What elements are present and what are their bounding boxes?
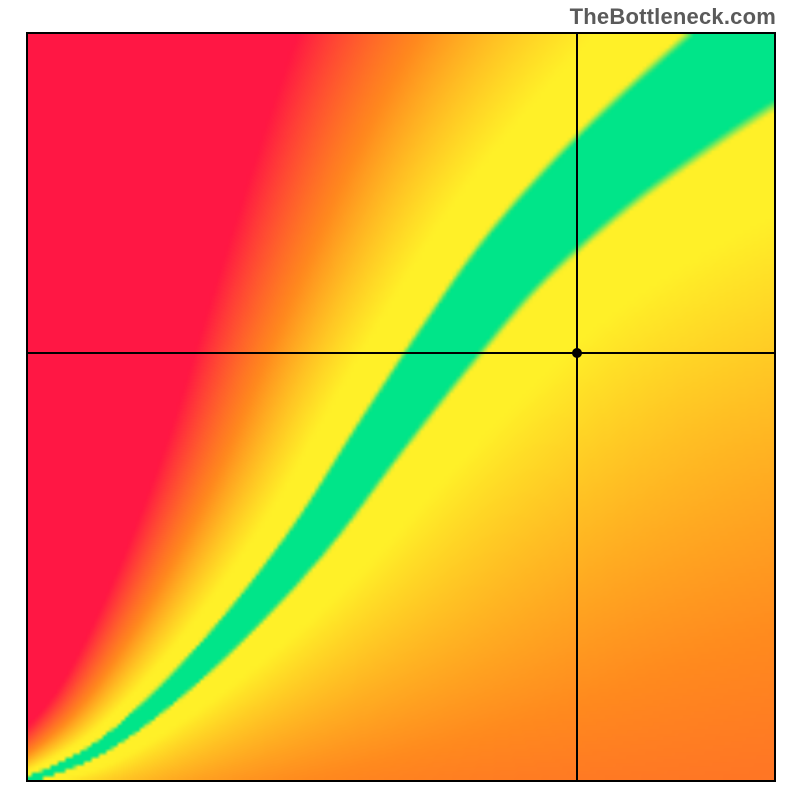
watermark-text: TheBottleneck.com — [570, 4, 776, 30]
crosshair-vertical — [576, 34, 578, 780]
heatmap-canvas — [28, 34, 774, 780]
plot-area — [26, 32, 776, 782]
chart-container: TheBottleneck.com — [0, 0, 800, 800]
crosshair-horizontal — [28, 352, 774, 354]
